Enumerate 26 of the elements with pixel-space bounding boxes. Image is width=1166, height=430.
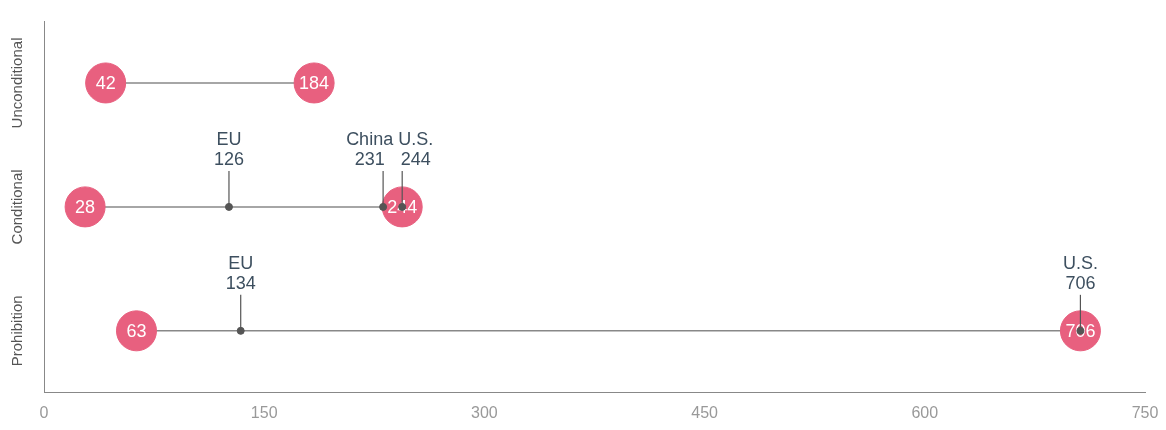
data-label: 42 [95,72,116,93]
data-label: 126 [213,148,244,169]
data-label: 244 [400,148,431,169]
text: EU [228,252,254,273]
point [236,326,245,335]
x-tick-label: 450 [691,403,719,421]
text: EU [216,128,242,149]
data-label: 184 [299,72,330,93]
point [379,202,388,211]
text: U.S. [1062,252,1098,273]
x-tick-label: 150 [250,403,278,421]
data-label: 63 [126,320,147,341]
text: U.S. [398,128,434,149]
data-label: 231 [354,148,385,169]
data-label: 134 [225,272,256,293]
x-tick-label: 0 [39,403,49,421]
data-label: 28 [75,196,96,217]
y-tick-label: Unconditional [8,37,26,129]
text: China [346,128,395,149]
x-tick-label: 300 [471,403,498,421]
x-tick-label: 600 [911,403,939,421]
y-tick-label: Prohibition [8,295,26,367]
y-tick-label: Conditional [8,169,26,245]
data-label: 706 [1065,272,1096,293]
x-tick-label: 750 [1131,403,1159,421]
point [224,202,233,211]
